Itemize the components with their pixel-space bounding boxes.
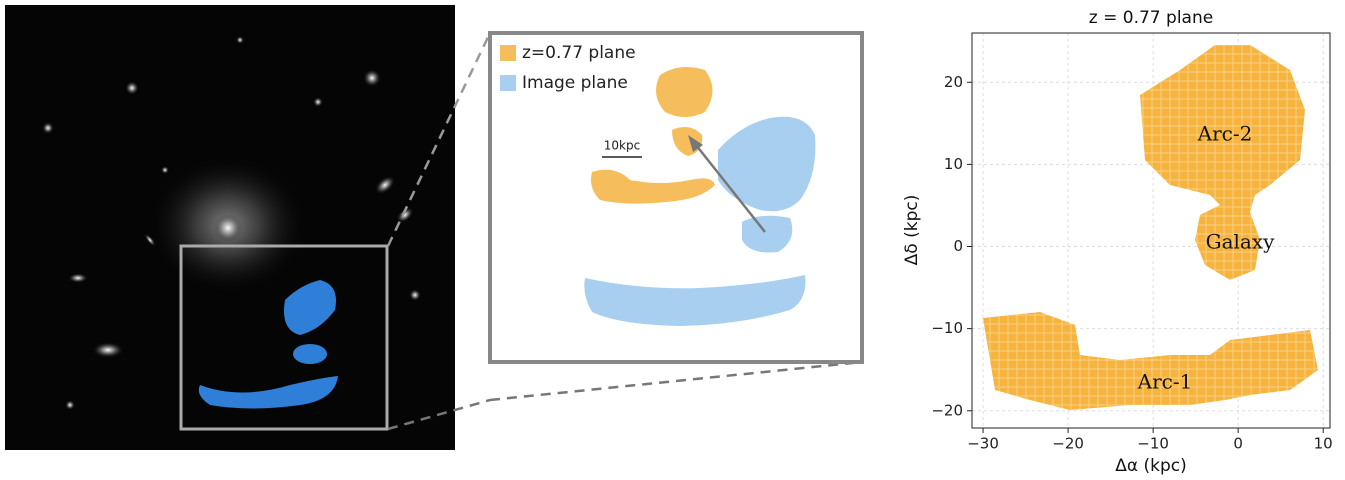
- source-plane-regions: [591, 66, 715, 204]
- region-texture: [983, 312, 1318, 410]
- annotation: Galaxy: [1206, 230, 1276, 254]
- annotation: Arc-2: [1197, 122, 1253, 146]
- scale-bar-label: 10kpc: [604, 139, 640, 153]
- chart-title: z = 0.77 plane: [1089, 8, 1213, 28]
- y-tick-label: −20: [931, 401, 963, 419]
- sky-image: [5, 5, 863, 450]
- y-tick-label: −10: [931, 319, 963, 337]
- x-tick-label: −30: [967, 435, 999, 453]
- x-tick-label: 0: [1233, 435, 1243, 453]
- y-axis-label: Δδ (kpc): [902, 195, 922, 266]
- legend-swatch: [500, 75, 516, 91]
- chart: Arc-2 Galaxy Arc-1 z = 0.77 plane Δα (kp…: [902, 8, 1333, 476]
- plot-frame: [971, 32, 1331, 429]
- y-tick-label: 0: [953, 237, 963, 255]
- region-texture: [1140, 45, 1305, 280]
- x-tick-label: 10: [1314, 435, 1333, 453]
- y-tick-label: 10: [944, 155, 963, 173]
- inset-panel: 10kpc z=0.77 plane Image plane: [488, 31, 864, 364]
- x-tick-label: −20: [1052, 435, 1084, 453]
- x-axis-label: Δα (kpc): [1115, 456, 1187, 476]
- image-plane-regions: [584, 116, 816, 326]
- legend-label: Image plane: [522, 73, 628, 93]
- y-tick-label: 20: [944, 73, 963, 91]
- annotation: Arc-1: [1137, 370, 1193, 394]
- legend-swatch: [500, 45, 516, 61]
- x-tick-label: −10: [1137, 435, 1169, 453]
- legend-label: z=0.77 plane: [522, 43, 636, 63]
